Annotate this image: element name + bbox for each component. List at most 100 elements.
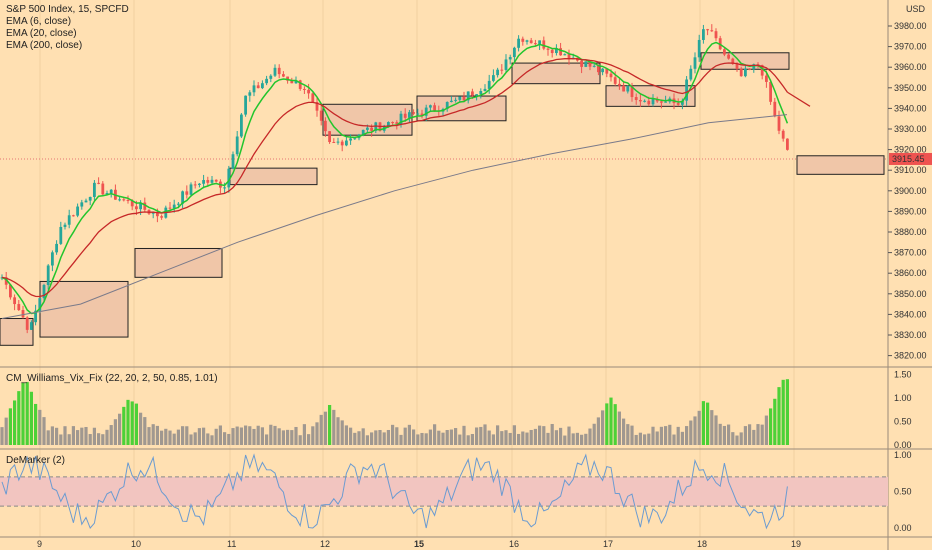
vix-bar <box>508 432 512 445</box>
vix-bar <box>281 430 285 445</box>
candle-body <box>676 103 680 105</box>
vix-bar <box>206 433 210 445</box>
vix-bar <box>340 420 344 445</box>
vix-bar <box>42 417 46 445</box>
vix-bar <box>370 432 374 445</box>
candle-body <box>345 140 348 146</box>
candle-body <box>563 54 567 56</box>
price-tick-label: 3960.00 <box>894 62 927 72</box>
candle-body <box>744 68 747 77</box>
vix-bar <box>319 414 323 445</box>
vix-bar <box>248 426 252 445</box>
vix-bar <box>101 434 105 445</box>
vix-bar <box>689 420 693 445</box>
candle-body <box>177 203 180 205</box>
candle-body <box>723 49 726 55</box>
price-tick-label: 3910.00 <box>894 165 927 175</box>
vix-bar <box>302 424 306 445</box>
candle-body <box>269 75 273 79</box>
candle-body <box>685 79 688 101</box>
vix-bar <box>563 435 567 445</box>
demarker-legend[interactable]: DeMarker (2) <box>6 455 65 466</box>
vix-bar <box>504 430 508 445</box>
vix-bar <box>160 430 164 445</box>
candle-body <box>67 215 71 225</box>
vix-bar <box>218 425 222 445</box>
candle-body <box>366 127 369 130</box>
candle-body <box>517 38 520 48</box>
vix-bar <box>760 424 764 445</box>
vix-bar <box>571 433 575 445</box>
vix-bar <box>189 434 193 445</box>
candle-body <box>567 54 571 60</box>
candle-body <box>693 57 697 69</box>
vix-bar <box>727 424 731 445</box>
candle-body <box>63 224 67 227</box>
ema20-legend[interactable]: EMA (20, close) <box>6 28 77 39</box>
candle-body <box>588 61 592 67</box>
vix-bar <box>59 434 63 445</box>
candle-body <box>30 322 33 330</box>
vix-bar <box>269 424 273 445</box>
candle-body <box>525 40 529 42</box>
vix-legend[interactable]: CM_Williams_Vix_Fix (22, 20, 2, 50, 0.85… <box>6 373 218 384</box>
vix-bar <box>294 426 298 445</box>
vix-bar <box>378 430 382 445</box>
candle-body <box>17 304 21 311</box>
time-label: 16 <box>509 539 519 549</box>
vix-bar <box>420 432 424 445</box>
ema200-line <box>1 114 788 319</box>
vix-bar <box>92 427 96 445</box>
candle-body <box>538 40 541 44</box>
vix-bar <box>714 415 718 445</box>
candle-body <box>9 284 12 298</box>
ema6-legend[interactable]: EMA (6, close) <box>6 16 72 27</box>
candle-body <box>340 141 344 146</box>
candle-body <box>76 206 79 216</box>
candle-body <box>13 297 16 305</box>
vix-bar <box>718 423 722 445</box>
vix-bar <box>592 423 596 445</box>
vix-bar <box>231 428 235 445</box>
vix-bar <box>454 428 458 445</box>
vix-bar <box>491 434 495 445</box>
ema200-legend[interactable]: EMA (200, close) <box>6 40 83 51</box>
candle-body <box>361 129 365 135</box>
vix-bar <box>143 417 147 445</box>
candle-body <box>206 180 210 183</box>
candle-body <box>689 68 693 80</box>
vix-bar <box>76 430 80 445</box>
price-tick-label: 3900.00 <box>894 186 927 196</box>
candle-body <box>244 95 247 115</box>
vix-bar <box>412 429 416 445</box>
candle-body <box>303 88 306 90</box>
candle-body <box>168 207 172 209</box>
candle-body <box>618 83 621 86</box>
vix-bar <box>21 382 25 445</box>
vix-bar <box>34 403 38 445</box>
candle-body <box>353 138 357 140</box>
time-label: 18 <box>697 539 707 549</box>
vix-bar <box>13 400 17 445</box>
candle-body <box>748 68 751 70</box>
symbol-title[interactable]: S&P 500 Index, 15, SPCFD <box>6 4 129 15</box>
time-label: 17 <box>603 539 613 549</box>
vix-bar <box>567 426 571 445</box>
price-tick-label: 3840.00 <box>894 309 927 319</box>
vix-bar <box>554 430 558 445</box>
candle-body <box>697 39 701 58</box>
candle-body <box>160 216 163 218</box>
vix-bar <box>584 433 588 445</box>
vix-bar <box>458 434 462 445</box>
time-label: 19 <box>791 539 801 549</box>
time-label: 9 <box>37 539 42 549</box>
vix-bar <box>223 432 227 445</box>
vix-bar <box>533 428 537 445</box>
vix-bar <box>785 379 789 445</box>
vix-bar <box>521 431 525 445</box>
candle-body <box>508 57 512 60</box>
candle-body <box>639 100 642 102</box>
candle-body <box>433 105 436 111</box>
vix-bar <box>529 429 533 445</box>
vix-bar <box>118 413 122 445</box>
